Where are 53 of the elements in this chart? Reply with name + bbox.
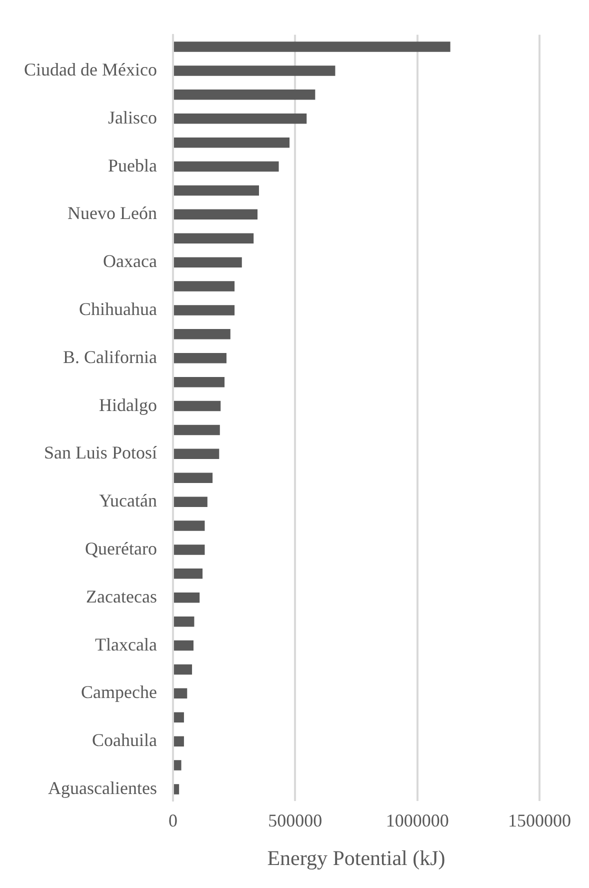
bar (174, 114, 307, 124)
bar (174, 544, 205, 555)
y-tick-label: Oaxaca (103, 251, 157, 272)
y-tick-label: Puebla (108, 155, 157, 176)
bar (174, 329, 230, 340)
bar (174, 257, 242, 268)
y-tick-label: Coahuila (92, 730, 157, 750)
bar (174, 281, 235, 292)
bar (174, 90, 316, 100)
bar (174, 568, 203, 579)
x-tick-label: 1500000 (508, 810, 571, 831)
x-tick-label: 1000000 (386, 810, 449, 831)
bar (174, 688, 188, 699)
bar (174, 760, 182, 770)
y-tick-label: B. California (62, 346, 157, 367)
bar (174, 520, 205, 531)
y-tick-label: Jalisco (108, 107, 157, 128)
bar (174, 305, 235, 316)
bar (174, 400, 221, 412)
y-tick-label: Tlaxcala (95, 634, 157, 654)
bar (174, 472, 213, 483)
bar (174, 664, 192, 675)
bar (174, 496, 208, 507)
bar (174, 640, 194, 651)
bar (174, 736, 184, 746)
bar (174, 448, 220, 460)
x-axis-title: Energy Potential (kJ) (267, 846, 446, 870)
y-tick-label: Nuevo León (67, 203, 157, 224)
bar (174, 209, 258, 220)
bar (174, 137, 290, 148)
bar (174, 712, 184, 722)
bar (174, 161, 279, 172)
bar (174, 376, 225, 388)
y-tick-label: Ciudad de México (24, 59, 157, 80)
bar (174, 424, 220, 436)
bar (174, 233, 254, 244)
bar (174, 185, 259, 196)
y-tick-label: San Luis Potosí (44, 442, 157, 463)
y-tick-label: Aguascalientes (48, 778, 157, 798)
bar (174, 353, 226, 364)
bar (174, 784, 180, 794)
bar (174, 616, 194, 627)
bar (174, 42, 450, 52)
x-tick-label: 500000 (268, 810, 322, 831)
bar (174, 66, 336, 76)
y-tick-label: Hidalgo (98, 394, 157, 415)
y-tick-label: Yucatán (98, 490, 157, 511)
y-tick-label: Campeche (81, 682, 157, 702)
x-tick-label: 0 (168, 810, 178, 831)
bar (174, 592, 200, 603)
y-tick-label: Zacatecas (86, 586, 157, 606)
y-tick-label: Chihuahua (78, 298, 157, 319)
y-tick-label: Querétaro (85, 538, 157, 558)
